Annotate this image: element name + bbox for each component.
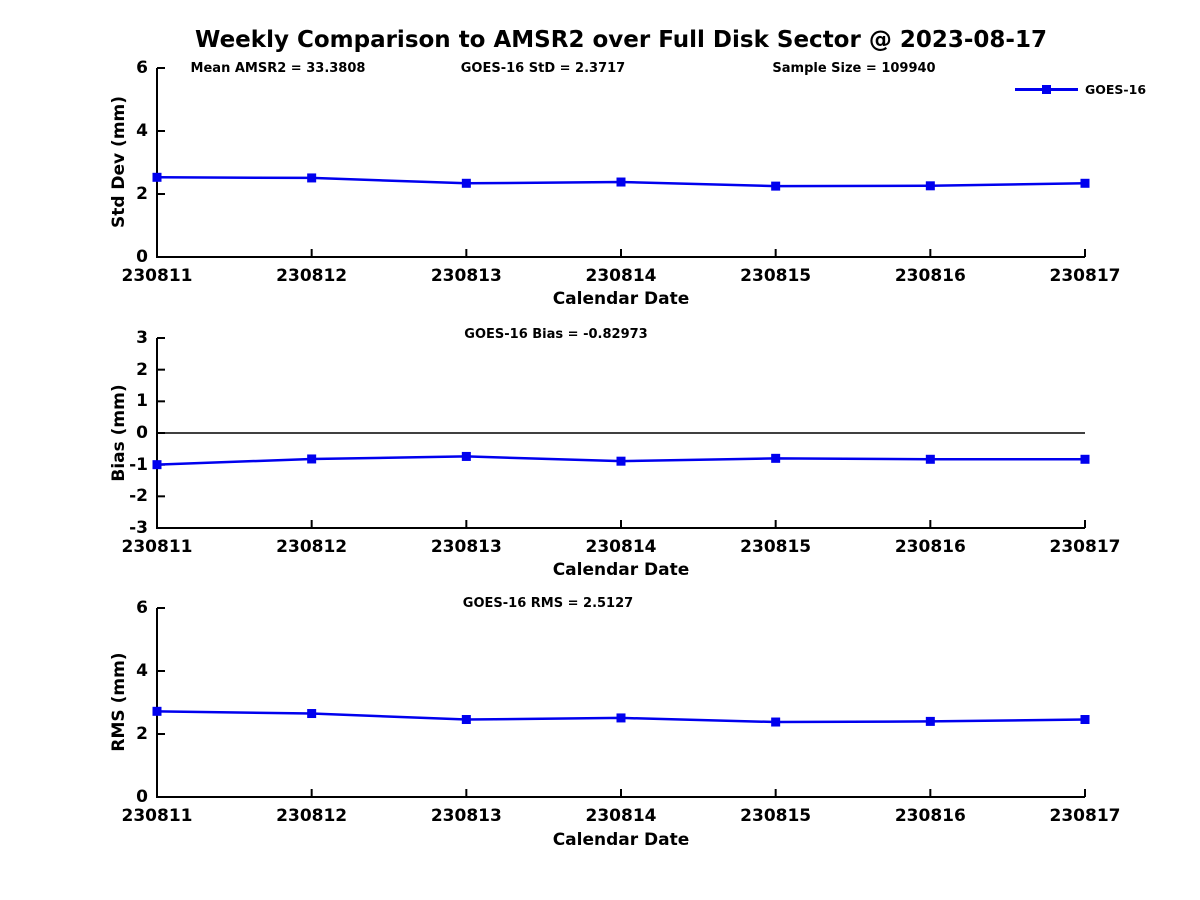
x-tick-label: 230817 [1049,266,1121,286]
y-tick-label: 4 [136,661,148,681]
x-axis-label-2: Calendar Date [552,560,690,580]
subplot-bias-title: GOES-16 Bias = -0.82973 [464,327,648,342]
data-point-marker [152,460,162,470]
x-axis-label-1: Calendar Date [552,289,690,309]
data-point-marker [152,706,162,716]
data-point-marker [616,177,626,187]
data-point-marker [461,715,471,725]
y-tick-label: 3 [136,328,148,348]
x-tick-label: 230816 [894,537,966,557]
y-tick-label: 6 [136,58,148,78]
x-tick-label: 230817 [1049,537,1121,557]
data-point-marker [925,181,935,191]
x-tick-label: 230813 [430,266,502,286]
figure-title: Weekly Comparison to AMSR2 over Full Dis… [195,27,1047,53]
legend-square-marker-icon [1042,84,1051,94]
data-point-marker [771,717,781,727]
y-axis-label-stddev: Std Dev (mm) [109,95,129,229]
y-tick-label: 2 [136,359,148,380]
x-tick-label: 230811 [121,537,193,557]
x-axis-label-3: Calendar Date [552,830,690,850]
x-tick-label: 230814 [585,806,657,826]
data-point-marker [307,709,317,719]
x-tick-label: 230815 [740,266,812,286]
stat-mean-amsr2: Mean AMSR2 = 33.3808 [190,61,366,76]
x-tick-label: 230814 [585,537,657,557]
data-point-marker [307,173,317,183]
stat-sample-size: Sample Size = 109940 [772,61,936,76]
data-point-marker [152,172,162,182]
stat-goes16-std: GOES-16 StD = 2.3717 [460,61,626,76]
data-point-marker [1080,454,1090,464]
x-tick-label: 230814 [585,266,657,286]
x-tick-label: 230816 [894,266,966,286]
x-tick-label: 230812 [276,806,348,826]
data-point-marker [616,713,626,723]
y-tick-label: -1 [129,454,148,475]
x-tick-label: 230811 [121,266,193,286]
y-tick-label: 2 [136,724,148,744]
x-tick-label: 230813 [430,806,502,826]
legend-line-sample [1015,84,1078,94]
x-tick-label: 230816 [894,806,966,826]
data-point-marker [925,454,935,464]
x-tick-label: 230812 [276,266,348,286]
data-point-marker [616,456,626,466]
y-tick-label: 0 [136,247,148,267]
data-point-marker [1080,715,1090,725]
data-point-marker [461,451,471,461]
y-tick-label: 1 [136,391,148,412]
y-tick-label: 2 [136,184,148,204]
x-tick-label: 230815 [740,806,812,826]
data-point-marker [771,453,781,463]
data-point-marker [925,716,935,726]
data-point-marker [307,454,317,464]
x-tick-label: 230812 [276,537,348,557]
y-tick-label: 4 [136,121,148,141]
x-tick-label: 230811 [121,806,193,826]
y-tick-label: -3 [129,518,148,538]
x-tick-label: 230817 [1049,806,1121,826]
x-tick-label: 230813 [430,537,502,557]
y-tick-label: 6 [136,598,148,618]
y-tick-label: -2 [129,486,148,507]
data-point-marker [771,181,781,191]
subplot-rms-title: GOES-16 RMS = 2.5127 [462,596,634,611]
data-point-marker [1080,178,1090,188]
data-point-marker [461,178,471,188]
y-tick-label: 0 [136,423,148,443]
legend-label: GOES-16 [1085,81,1147,97]
x-tick-label: 230815 [740,537,812,557]
legend: GOES-16 [1015,80,1146,98]
y-tick-label: 0 [136,787,148,807]
